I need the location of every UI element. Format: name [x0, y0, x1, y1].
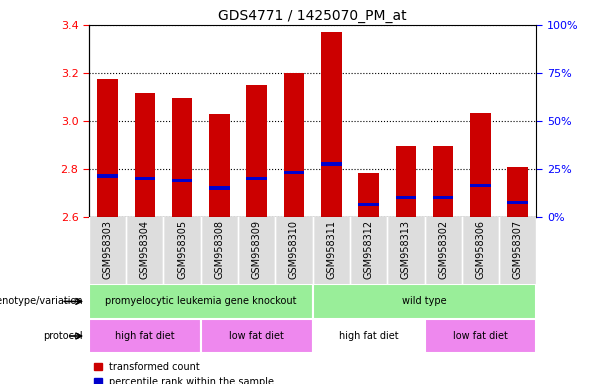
Text: GSM958311: GSM958311	[326, 220, 337, 279]
Title: GDS4771 / 1425070_PM_at: GDS4771 / 1425070_PM_at	[218, 8, 407, 23]
Text: GSM958306: GSM958306	[476, 220, 485, 279]
Text: low fat diet: low fat diet	[453, 331, 508, 341]
Text: GSM958312: GSM958312	[364, 220, 373, 280]
Text: GSM958310: GSM958310	[289, 220, 299, 279]
Bar	[395, 146, 416, 217]
Bar	[209, 187, 230, 190]
Bar	[284, 171, 304, 174]
Bar	[89, 284, 313, 319]
Bar	[89, 319, 201, 353]
Text: GSM958303: GSM958303	[102, 220, 113, 279]
Bar	[172, 98, 192, 217]
Bar	[284, 73, 304, 217]
Text: protocol: protocol	[43, 331, 83, 341]
Bar	[359, 203, 379, 207]
Bar	[97, 174, 118, 178]
Bar	[313, 284, 536, 319]
Text: promyelocytic leukemia gene knockout: promyelocytic leukemia gene knockout	[105, 296, 297, 306]
Text: GSM958308: GSM958308	[215, 220, 224, 279]
Legend: transformed count, percentile rank within the sample: transformed count, percentile rank withi…	[94, 362, 274, 384]
Bar	[470, 113, 490, 217]
Bar	[97, 79, 118, 217]
Text: GSM958304: GSM958304	[140, 220, 150, 279]
Bar	[359, 172, 379, 217]
Bar	[246, 177, 267, 180]
Text: genotype/variation: genotype/variation	[0, 296, 83, 306]
Text: wild type: wild type	[402, 296, 447, 306]
Bar	[321, 162, 341, 166]
Bar	[135, 93, 155, 217]
Bar	[395, 196, 416, 199]
Bar	[209, 114, 230, 217]
Bar	[433, 196, 454, 199]
Text: high fat diet: high fat diet	[115, 331, 175, 341]
Bar	[321, 32, 341, 217]
Bar	[246, 85, 267, 217]
Bar	[313, 319, 424, 353]
Text: GSM958309: GSM958309	[252, 220, 262, 279]
Text: GSM958305: GSM958305	[177, 220, 187, 280]
Bar	[508, 167, 528, 217]
Text: low fat diet: low fat diet	[229, 331, 284, 341]
Text: high fat diet: high fat diet	[339, 331, 398, 341]
Bar	[135, 177, 155, 180]
Bar	[201, 319, 313, 353]
Bar	[508, 201, 528, 204]
Bar	[424, 319, 536, 353]
Bar	[470, 184, 490, 187]
Bar	[172, 179, 192, 182]
Text: GSM958302: GSM958302	[438, 220, 448, 280]
Text: GSM958307: GSM958307	[512, 220, 523, 280]
Bar	[433, 146, 454, 217]
Text: GSM958313: GSM958313	[401, 220, 411, 279]
